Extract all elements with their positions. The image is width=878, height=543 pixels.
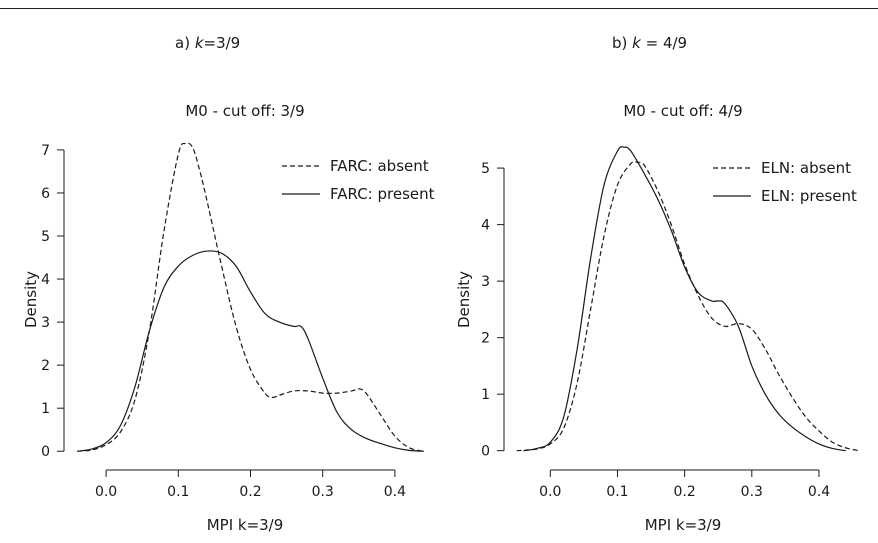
- y-tick-label: 1: [481, 387, 490, 403]
- x-tick-label: 0.2: [674, 484, 696, 500]
- panel-label-prefix: a): [175, 34, 195, 52]
- y-tick-label: 3: [41, 315, 50, 331]
- y-tick-label: 6: [41, 186, 50, 202]
- x-tick-label: 0.1: [167, 484, 189, 500]
- legend-label: ELN: absent: [761, 159, 851, 177]
- legend-label: ELN: present: [761, 187, 857, 205]
- x-tick-label: 0.0: [95, 484, 117, 500]
- y-tick-label: 1: [41, 401, 50, 417]
- series-line-dashed: [77, 142, 424, 452]
- series-line-dashed: [516, 160, 860, 452]
- x-axis-label: MPI k=3/9: [645, 516, 722, 534]
- x-tick-label: 0.4: [808, 484, 830, 500]
- y-tick-label: 4: [481, 218, 490, 234]
- series-line-solid: [77, 250, 424, 452]
- y-tick-label: 2: [41, 358, 50, 374]
- chart-title: M0 - cut off: 4/9: [623, 102, 742, 120]
- top-rule: [0, 8, 878, 9]
- chart-b: M0 - cut off: 4/9 0.0 0.1 0.2 0.3 0.4 MPI k=3/…: [455, 102, 860, 534]
- panel-label-prefix: b): [612, 34, 633, 52]
- legend-label: FARC: present: [330, 185, 435, 203]
- chart-a: M0 - cut off: 3/9 0.0 0.1 0.2 0.3 0.4 MPI k=3/…: [22, 102, 435, 534]
- panel-label-suffix: = 4/9: [640, 34, 688, 52]
- x-tick-label: 0.3: [312, 484, 334, 500]
- y-tick-label: 3: [481, 274, 490, 290]
- y-tick-label: 0: [481, 444, 490, 460]
- y-axis-label: Density: [22, 271, 40, 328]
- panel-label-b: b) k = 4/9: [612, 34, 687, 52]
- y-tick-label: 2: [481, 331, 490, 347]
- panel-label-suffix: =3/9: [203, 34, 241, 52]
- x-tick-label: 0.2: [239, 484, 261, 500]
- x-tick-label: 0.0: [539, 484, 561, 500]
- y-tick-label: 4: [41, 272, 50, 288]
- x-tick-label: 0.4: [384, 484, 406, 500]
- y-tick-label: 5: [481, 161, 490, 177]
- y-tick-label: 7: [41, 143, 50, 159]
- x-axis-label: MPI k=3/9: [207, 516, 284, 534]
- series-line-solid: [523, 146, 846, 452]
- legend-label: FARC: absent: [330, 157, 429, 175]
- y-axis-label: Density: [455, 271, 473, 328]
- panel-label-k: k: [632, 34, 641, 52]
- y-tick-label: 0: [41, 444, 50, 460]
- y-tick-label: 5: [41, 229, 50, 245]
- panel-label-a: a) k=3/9: [175, 34, 240, 52]
- x-tick-label: 0.3: [741, 484, 763, 500]
- chart-title: M0 - cut off: 3/9: [185, 102, 304, 120]
- panel-label-k: k: [194, 34, 204, 52]
- x-tick-label: 0.1: [606, 484, 628, 500]
